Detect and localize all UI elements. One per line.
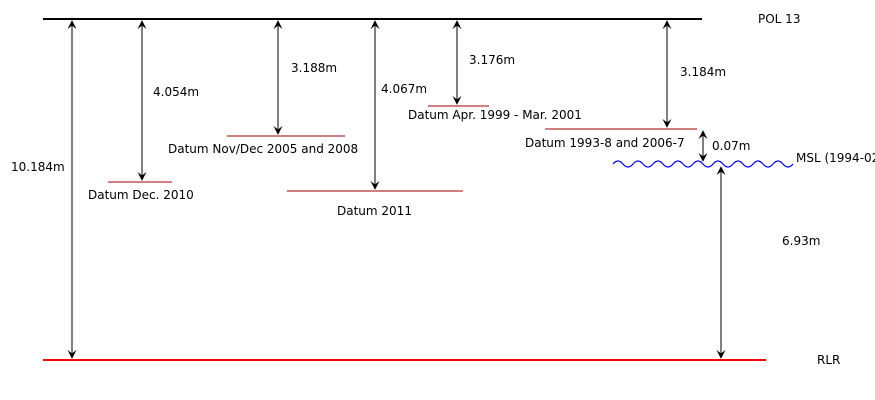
- distance-label-2011: 4.067m: [381, 82, 427, 96]
- pol13-label: POL 13: [758, 12, 800, 26]
- datum-label-apr-1999-mar-2001: Datum Apr. 1999 - Mar. 2001: [408, 108, 582, 122]
- distance-label-dec-2010: 4.054m: [153, 85, 199, 99]
- distance-label-msl-height: 6.93m: [782, 234, 820, 248]
- msl-wave: [612, 160, 794, 168]
- distance-label-total: 10.184m: [11, 160, 65, 174]
- datum-label-2011: Datum 2011: [337, 204, 412, 218]
- datum-label-1993-8-2006-7: Datum 1993-8 and 2006-7: [525, 136, 685, 150]
- distance-label-nov-dec-2005-2008: 3.188m: [291, 61, 337, 75]
- distance-label-apr-1999-mar-2001: 3.176m: [469, 53, 515, 67]
- rlr-label: RLR: [817, 353, 840, 367]
- distance-label-msl-offset: 0.07m: [712, 139, 750, 153]
- msl-label: MSL (1994-02): [796, 151, 875, 165]
- datum-label-nov-dec-2005-2008: Datum Nov/Dec 2005 and 2008: [168, 142, 358, 156]
- datum-label-dec-2010: Datum Dec. 2010: [88, 188, 194, 202]
- distance-label-1993-8-2006-7: 3.184m: [680, 65, 726, 79]
